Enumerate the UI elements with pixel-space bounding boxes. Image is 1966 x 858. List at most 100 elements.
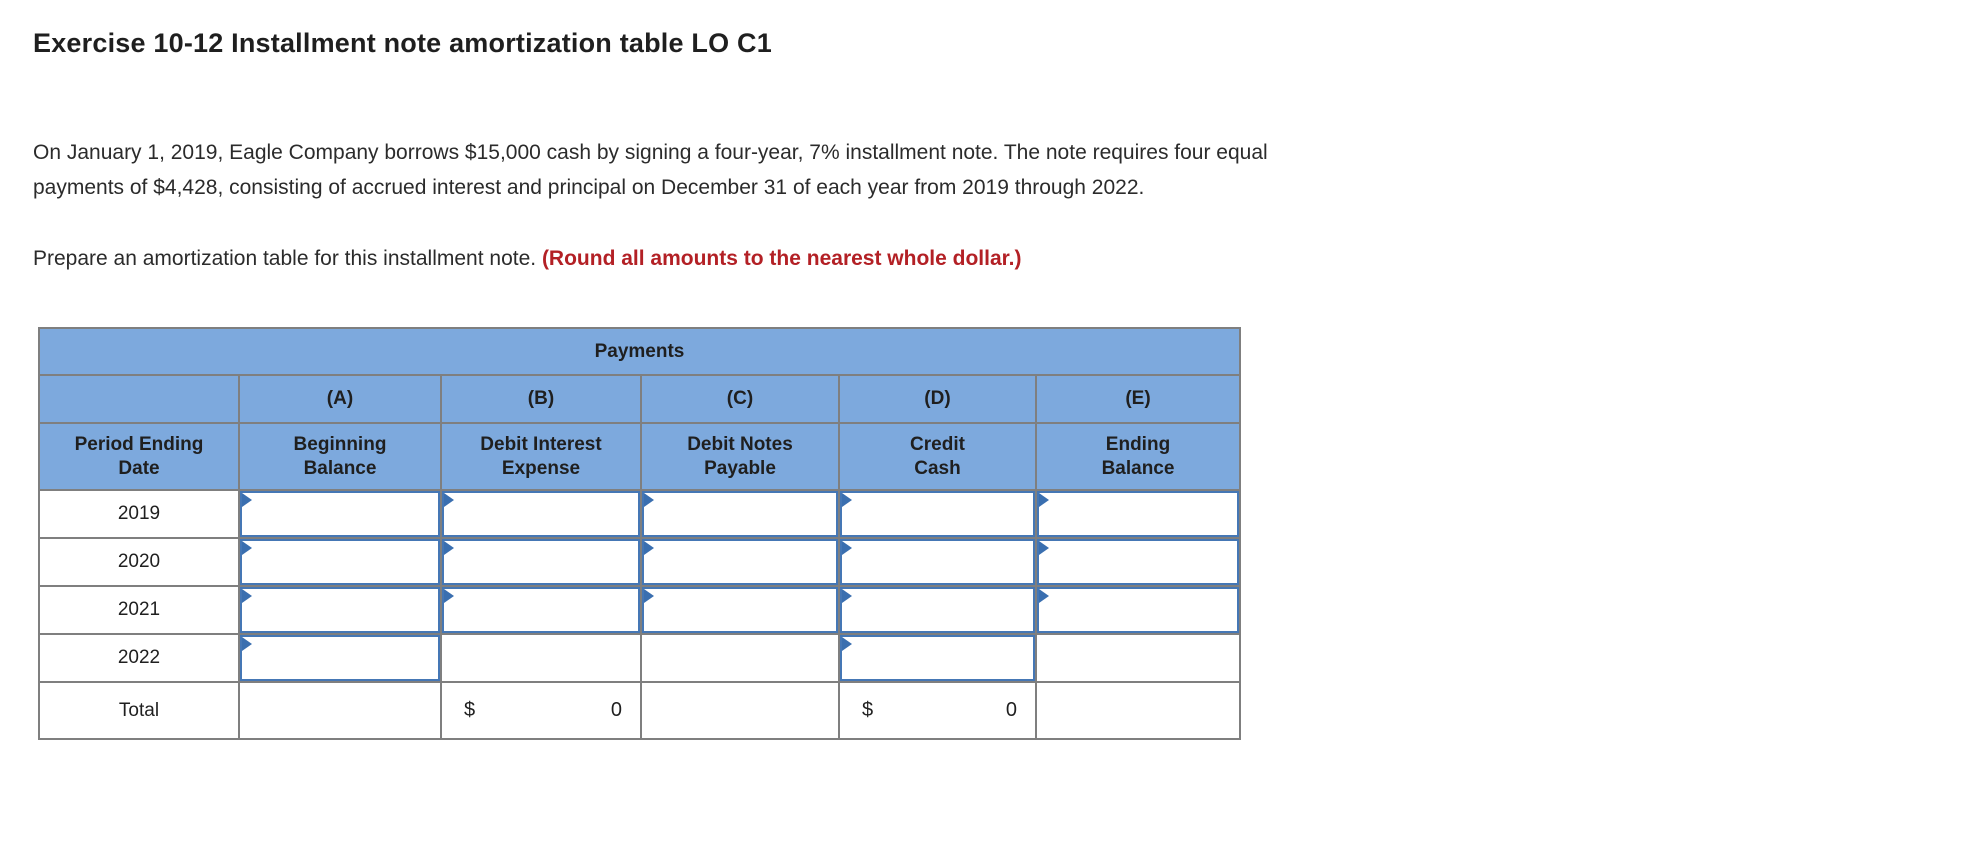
period-label-2020: 2020 (38, 537, 240, 587)
column-header-debit-notes-payable: Debit Notes Payable (640, 422, 840, 491)
column-header-period-ending-date: Period Ending Date (38, 422, 240, 491)
payments-group-header: Payments (38, 327, 1241, 376)
input-marker-icon (842, 493, 852, 507)
total-cash-value: $0 (840, 699, 1035, 722)
input-marker-icon (444, 589, 454, 603)
cell-2020-ending-balance (1035, 537, 1241, 587)
cell-2020-debit-notes-payable (640, 537, 840, 587)
input-marker-icon (842, 637, 852, 651)
input-marker-icon (1039, 541, 1049, 555)
amount-input[interactable] (1037, 491, 1239, 537)
cell-2019-beginning-balance (238, 489, 442, 539)
amount-input[interactable] (442, 491, 640, 537)
input-marker-icon (644, 589, 654, 603)
column-letter-e: (E) (1035, 374, 1241, 424)
table-row-2022: 2022 (38, 633, 1241, 683)
currency-symbol: $ (464, 699, 476, 721)
column-header-debit-interest-expense: Debit Interest Expense (440, 422, 642, 491)
amortization-table: Payments (A) (B) (C) (D) (E) Period Endi… (38, 327, 1241, 740)
cell-2020-debit-interest-expense (440, 537, 642, 587)
amount-input[interactable] (442, 539, 640, 585)
total-credit-cash: $0 (838, 681, 1037, 740)
cell-2021-ending-balance (1035, 585, 1241, 635)
input-marker-icon (242, 541, 252, 555)
table-row-2019: 2019 (38, 489, 1241, 539)
column-headers-row: Period Ending Date Beginning Balance Deb… (38, 422, 1241, 491)
amount-input[interactable] (1037, 539, 1239, 585)
exercise-title: Exercise 10-12 Installment note amortiza… (33, 28, 772, 58)
amount-input[interactable] (840, 587, 1035, 633)
amount-input[interactable] (240, 539, 440, 585)
currency-symbol: $ (862, 699, 874, 721)
cell-2020-beginning-balance (238, 537, 442, 587)
total-interest-amount: 0 (610, 699, 622, 721)
cell-2021-debit-interest-expense (440, 585, 642, 635)
input-marker-icon (444, 493, 454, 507)
cell-2020-credit-cash (838, 537, 1037, 587)
total-interest-value: $0 (442, 699, 640, 722)
input-marker-icon (1039, 493, 1049, 507)
input-marker-icon (242, 493, 252, 507)
instruction-emphasis: (Round all amounts to the nearest whole … (541, 247, 1022, 270)
cell-2022-ending-balance (1035, 633, 1241, 683)
column-letter-a: (A) (238, 374, 442, 424)
table-row-2020: 2020 (38, 537, 1241, 587)
period-label-2021: 2021 (38, 585, 240, 635)
input-marker-icon (842, 541, 852, 555)
total-beginning-balance (238, 681, 442, 740)
cell-2021-beginning-balance (238, 585, 442, 635)
cell-2019-debit-interest-expense (440, 489, 642, 539)
cell-2021-debit-notes-payable (640, 585, 840, 635)
payments-header-row: Payments (38, 327, 1241, 376)
total-debit-notes-payable (640, 681, 840, 740)
amount-input[interactable] (442, 587, 640, 633)
input-marker-icon (444, 541, 454, 555)
cell-2022-debit-notes-payable (640, 633, 840, 683)
amount-input[interactable] (642, 491, 838, 537)
problem-line-2: payments of $4,428, consisting of accrue… (33, 176, 1145, 199)
total-label: Total (38, 681, 240, 740)
amount-input[interactable] (840, 539, 1035, 585)
input-marker-icon (842, 589, 852, 603)
amount-input[interactable] (840, 491, 1035, 537)
amount-input[interactable] (240, 587, 440, 633)
input-marker-icon (1039, 589, 1049, 603)
amount-input[interactable] (240, 635, 440, 681)
total-debit-interest-expense: $0 (440, 681, 642, 740)
amount-input[interactable] (642, 539, 838, 585)
instruction-line: Prepare an amortization table for this i… (33, 241, 1966, 276)
total-row: Total $0 $0 (38, 681, 1241, 740)
column-header-credit-cash: Credit Cash (838, 422, 1037, 491)
cell-2022-credit-cash (838, 633, 1037, 683)
column-header-ending-balance: Ending Balance (1035, 422, 1241, 491)
amount-input[interactable] (240, 491, 440, 537)
total-cash-amount: 0 (1005, 699, 1017, 721)
cell-2021-credit-cash (838, 585, 1037, 635)
column-letter-d: (D) (838, 374, 1037, 424)
problem-statement: On January 1, 2019, Eagle Company borrow… (33, 135, 1943, 205)
column-letter-b: (B) (440, 374, 642, 424)
instruction-text: Prepare an amortization table for this i… (33, 247, 542, 270)
cell-2019-debit-notes-payable (640, 489, 840, 539)
amount-input[interactable] (1037, 587, 1239, 633)
cell-2019-credit-cash (838, 489, 1037, 539)
total-ending-balance (1035, 681, 1241, 740)
problem-line-1: On January 1, 2019, Eagle Company borrow… (33, 141, 1268, 164)
input-marker-icon (644, 541, 654, 555)
column-letter-blank (38, 374, 240, 424)
cell-2022-debit-interest-expense (440, 633, 642, 683)
input-marker-icon (644, 493, 654, 507)
input-marker-icon (242, 637, 252, 651)
column-letter-c: (C) (640, 374, 840, 424)
amount-input[interactable] (840, 635, 1035, 681)
cell-2019-ending-balance (1035, 489, 1241, 539)
input-marker-icon (242, 589, 252, 603)
column-header-beginning-balance: Beginning Balance (238, 422, 442, 491)
table-row-2021: 2021 (38, 585, 1241, 635)
column-letters-row: (A) (B) (C) (D) (E) (38, 374, 1241, 424)
period-label-2019: 2019 (38, 489, 240, 539)
cell-2022-beginning-balance (238, 633, 442, 683)
period-label-2022: 2022 (38, 633, 240, 683)
amount-input[interactable] (642, 587, 838, 633)
